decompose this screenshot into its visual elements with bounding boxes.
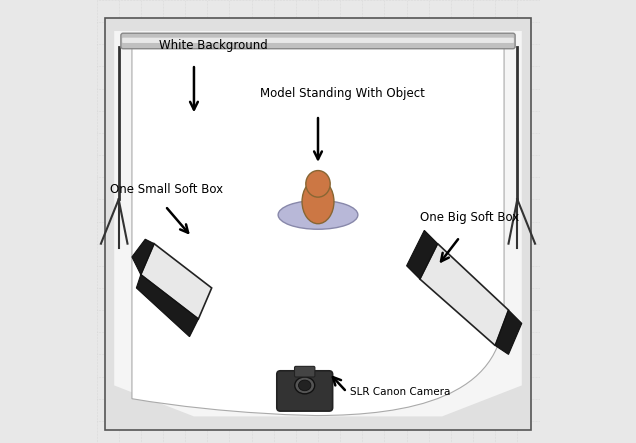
PathPatch shape xyxy=(114,31,522,416)
Ellipse shape xyxy=(298,380,311,391)
FancyBboxPatch shape xyxy=(122,38,514,43)
Ellipse shape xyxy=(278,200,358,229)
Ellipse shape xyxy=(302,179,334,224)
PathPatch shape xyxy=(132,40,504,416)
Polygon shape xyxy=(406,230,438,279)
Polygon shape xyxy=(132,239,154,275)
Text: One Big Soft Box: One Big Soft Box xyxy=(420,211,519,225)
FancyBboxPatch shape xyxy=(294,366,315,377)
Polygon shape xyxy=(141,244,212,319)
Text: SLR Canon Camera: SLR Canon Camera xyxy=(350,387,450,397)
FancyBboxPatch shape xyxy=(106,18,530,430)
Polygon shape xyxy=(420,244,509,346)
Ellipse shape xyxy=(306,171,330,197)
Text: One Small Soft Box: One Small Soft Box xyxy=(110,183,223,196)
Ellipse shape xyxy=(294,377,315,394)
FancyBboxPatch shape xyxy=(277,371,333,411)
FancyBboxPatch shape xyxy=(319,373,332,403)
FancyBboxPatch shape xyxy=(121,33,515,49)
Polygon shape xyxy=(136,275,198,337)
Polygon shape xyxy=(495,310,522,354)
Text: Model Standing With Object: Model Standing With Object xyxy=(260,87,425,101)
Text: White Background: White Background xyxy=(158,39,267,52)
